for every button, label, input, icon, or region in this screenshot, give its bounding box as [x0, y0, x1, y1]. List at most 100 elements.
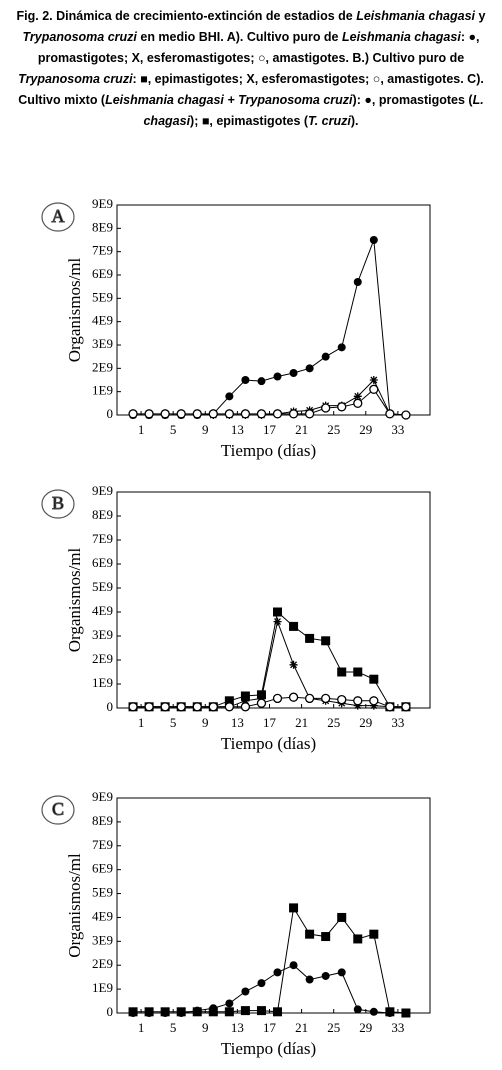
marker [192, 1007, 202, 1017]
y-tick-label: 8E9 [92, 219, 113, 234]
marker [272, 693, 283, 704]
panel-badge [41, 795, 75, 825]
marker [273, 607, 283, 617]
y-tick-label: 0 [107, 699, 114, 714]
marker [321, 971, 330, 980]
marker [321, 636, 331, 646]
marker [176, 1007, 186, 1017]
x-tick-label: 33 [391, 1020, 404, 1035]
marker [256, 409, 267, 419]
x-tick-label: 5 [170, 715, 177, 730]
y-tick-label: 3E9 [92, 932, 113, 947]
panel-badge [41, 202, 75, 232]
caption-text: : ●, promastigotes; X, esferomastigotes;… [37, 30, 480, 65]
y-tick-label: 5E9 [92, 289, 113, 304]
chart: C 0 1E9 2E9 3E9 4E9 5E9 6E9 7E9 8E9 9E9 1 5 9 13 17 21 25… [41, 789, 431, 1058]
caption-text: y [475, 9, 486, 23]
x-tick-label: 25 [327, 715, 340, 730]
y-axis-title: Organismos/ml [65, 853, 84, 958]
figure-caption: Fig. 2. Dinámica de crecimiento-extinció… [4, 6, 498, 132]
y-tick-label: 8E9 [92, 507, 113, 522]
caption-text: Trypanosoma cruzi [22, 30, 137, 44]
y-tick-label: 2E9 [92, 651, 113, 666]
x-tick-label: 5 [170, 1020, 177, 1035]
y-tick-label: 1E9 [92, 675, 113, 690]
marker [128, 702, 138, 712]
plot-frame [116, 491, 431, 709]
marker [353, 1005, 362, 1014]
x-tick-label: 21 [295, 422, 308, 437]
marker [369, 929, 379, 939]
caption-text: ); ■, epimastigotes ( [190, 114, 309, 128]
marker [369, 376, 378, 384]
x-tick-label: 17 [263, 715, 277, 730]
marker [273, 968, 282, 977]
marker [321, 403, 331, 413]
marker [241, 696, 250, 705]
marker [288, 692, 299, 702]
caption-text: ). [350, 114, 359, 128]
y-tick-label: 6E9 [92, 861, 113, 876]
y-tick-label: 4E9 [92, 313, 113, 328]
marker [257, 979, 266, 988]
marker [160, 409, 170, 419]
marker [401, 1008, 411, 1018]
series-line [133, 964, 406, 1014]
y-tick-label: 3E9 [92, 627, 113, 642]
marker [256, 1006, 266, 1016]
marker [240, 409, 251, 419]
marker [304, 409, 315, 419]
panel-label: B [52, 493, 64, 513]
x-tick-label: 25 [327, 1020, 340, 1035]
x-tick-label: 13 [231, 715, 244, 730]
x-tick-label: 9 [202, 1020, 209, 1035]
y-tick-label: 6E9 [92, 555, 113, 570]
marker [288, 409, 299, 419]
marker [353, 696, 363, 706]
panel-label: A [52, 206, 65, 226]
caption-text: Leishmania chagasi [342, 30, 461, 44]
marker [224, 409, 235, 419]
x-tick-label: 21 [295, 715, 308, 730]
marker [256, 698, 267, 708]
marker [337, 402, 347, 412]
marker [289, 621, 299, 631]
marker [305, 633, 315, 643]
x-tick-label: 21 [295, 1020, 308, 1035]
marker [273, 1007, 283, 1017]
marker [369, 236, 378, 244]
marker [385, 409, 395, 419]
marker [273, 617, 282, 626]
marker [321, 693, 331, 704]
caption-text: Fig. 2. Dinámica de crecimiento-extinció… [16, 9, 357, 23]
x-tick-label: 5 [170, 422, 177, 437]
y-tick-label: 0 [107, 1004, 114, 1019]
marker [289, 961, 298, 970]
marker [160, 1007, 170, 1017]
marker [289, 369, 298, 377]
marker [353, 392, 362, 401]
x-axis-title: Tiempo (días) [221, 1039, 316, 1058]
marker [353, 934, 363, 944]
marker [273, 372, 282, 381]
marker [321, 352, 330, 361]
y-tick-label: 1E9 [92, 383, 113, 398]
marker [305, 929, 315, 939]
y-tick-label: 2E9 [92, 956, 113, 971]
y-tick-label: 1E9 [92, 980, 113, 995]
marker [353, 398, 363, 408]
x-tick-label: 1 [138, 715, 145, 730]
marker [353, 701, 362, 710]
marker [208, 702, 218, 712]
x-tick-label: 9 [202, 715, 209, 730]
y-tick-label: 0 [107, 406, 114, 421]
marker [160, 702, 170, 712]
x-tick-label: 13 [231, 1020, 244, 1035]
series-line [133, 906, 406, 1014]
marker [224, 696, 234, 706]
caption-text: T. cruzi [308, 114, 351, 128]
y-tick-label: 4E9 [92, 908, 113, 923]
x-tick-label: 33 [391, 422, 404, 437]
caption-text: ): ●, promastigotes ( [352, 93, 473, 107]
